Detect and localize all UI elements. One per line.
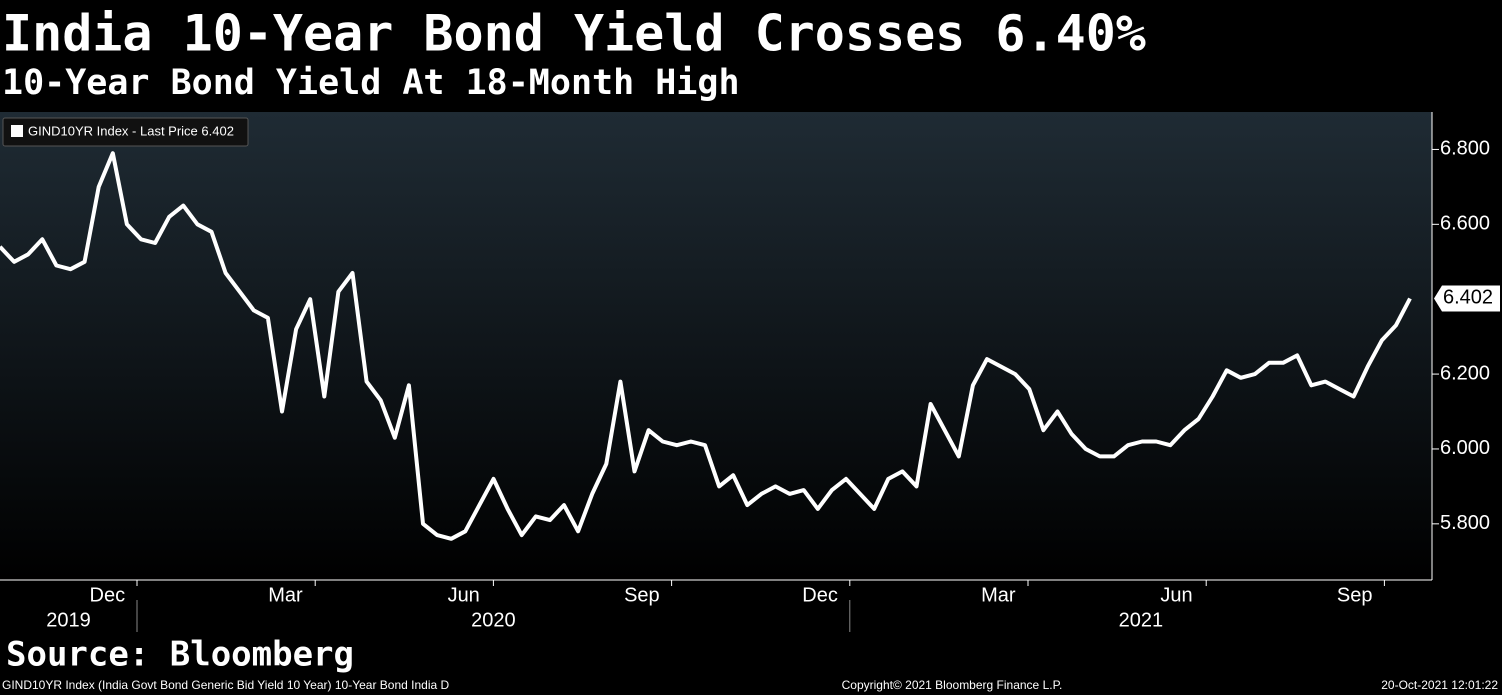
x-tick-label: Mar [981, 584, 1016, 606]
legend-swatch [11, 125, 23, 137]
y-tick-label: 6.200 [1440, 362, 1490, 384]
series-line [0, 151, 1412, 541]
x-tick-label: Dec [90, 584, 126, 606]
last-price-tag [1434, 285, 1500, 312]
chart-title: India 10-Year Bond Yield Crosses 6.40% [2, 5, 1146, 63]
y-tick-label: 6.000 [1440, 437, 1490, 459]
footnote-right: 20-Oct-2021 12:01:22 [1381, 678, 1498, 692]
footnote-left: GIND10YR Index (India Govt Bond Generic … [2, 678, 449, 692]
x-tick-label: Mar [268, 584, 303, 606]
last-price-label: 6.402 [1443, 287, 1493, 309]
x-tick-label: Sep [624, 584, 660, 606]
legend-box [2, 117, 249, 147]
x-tick-label: Jun [448, 584, 480, 606]
chart-subtitle: 10-Year Bond Yield At 18-Month High [2, 63, 740, 103]
legend: GIND10YR Index - Last Price 6.402 [2, 117, 249, 147]
year-label: 2021 [1119, 609, 1164, 631]
y-tick-label: 5.800 [1440, 512, 1490, 534]
x-tick-label: Dec [802, 584, 838, 606]
y-tick-label: 6.600 [1440, 213, 1490, 235]
year-label: 2019 [46, 609, 91, 631]
source: Source: Bloomberg [6, 635, 354, 675]
plot-area [0, 112, 1432, 580]
year-label: 2020 [471, 609, 516, 631]
footnote-center: Copyright© 2021 Bloomberg Finance L.P. [842, 678, 1063, 692]
x-tick-label: Jun [1160, 584, 1192, 606]
y-tick-label: 6.800 [1440, 138, 1490, 160]
legend-label: GIND10YR Index - Last Price 6.402 [28, 123, 234, 138]
x-tick-label: Sep [1337, 584, 1373, 606]
